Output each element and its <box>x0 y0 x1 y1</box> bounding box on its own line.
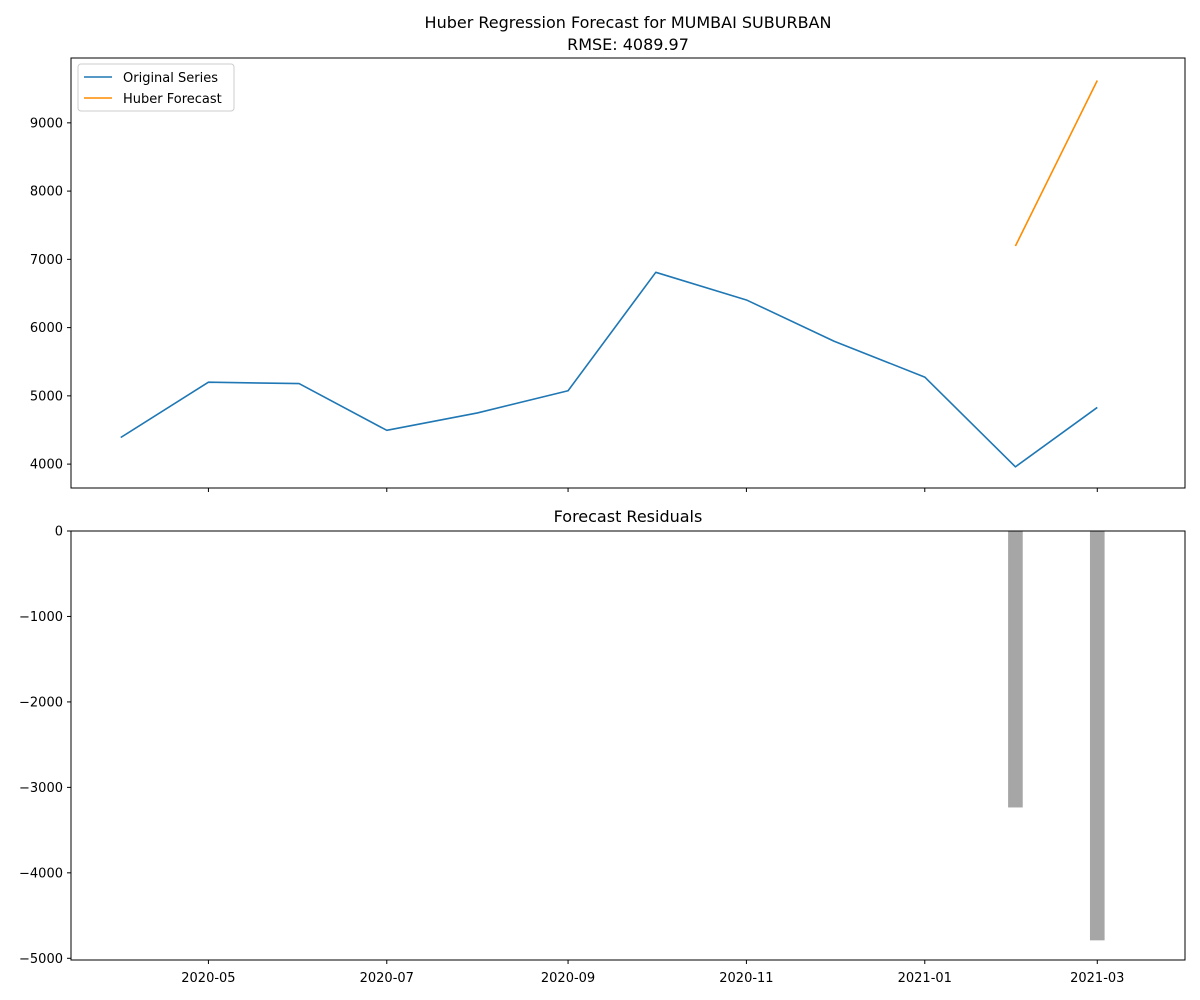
residuals-plot-area <box>1008 531 1105 941</box>
series-line-huber-forecast <box>1014 80 1098 247</box>
y-tick-label: 7000 <box>30 253 63 268</box>
x-tick-label: 2021-03 <box>1070 971 1124 986</box>
forecast-y-axis: 4000 5000 6000 7000 8000 9000 <box>30 116 71 473</box>
x-tick-label: 2021-01 <box>898 971 952 986</box>
y-tick-label: 8000 <box>30 185 63 200</box>
forecast-plot-area <box>120 80 1098 468</box>
legend-label-original-series: Original Series <box>123 71 218 86</box>
y-tick-label: −3000 <box>19 781 63 796</box>
y-tick-label: −1000 <box>19 610 63 625</box>
legend-label-huber-forecast: Huber Forecast <box>123 92 222 107</box>
residuals-x-axis: 2020-05 2020-07 2020-09 2020-11 2021-01 2021-… <box>181 960 1124 986</box>
forecast-x-axis <box>207 488 1098 492</box>
y-tick-label: −5000 <box>19 952 63 967</box>
y-tick-label: 5000 <box>30 389 63 404</box>
residuals-chart-title: Forecast Residuals <box>554 507 703 526</box>
x-tick-label: 2020-07 <box>360 971 414 986</box>
x-tick-label: 2020-05 <box>181 971 235 986</box>
x-tick-label: 2020-11 <box>719 971 773 986</box>
y-tick-label: 4000 <box>30 458 63 473</box>
legend: Original Series Huber Forecast <box>77 63 235 112</box>
y-tick-label: 0 <box>55 525 63 540</box>
residuals-panel: Forecast Residuals 0 −1000 −2000 −3000 −4000… <box>19 507 1186 986</box>
series-line-original-series <box>120 271 1098 468</box>
y-tick-label: −4000 <box>19 866 63 881</box>
forecast-axes-frame <box>70 57 1186 489</box>
x-tick-label: 2020-09 <box>541 971 595 986</box>
residual-bar <box>1008 531 1023 808</box>
forecast-panel: Huber Regression Forecast for MUMBAI SUB… <box>30 13 1186 492</box>
y-tick-label: 9000 <box>30 116 63 131</box>
forecast-chart-subtitle: RMSE: 4089.97 <box>567 35 689 54</box>
residuals-axes-frame <box>70 530 1186 961</box>
forecast-chart-title: Huber Regression Forecast for MUMBAI SUB… <box>425 13 832 32</box>
y-tick-label: −2000 <box>19 695 63 710</box>
residuals-y-axis: 0 −1000 −2000 −3000 −4000 −5000 <box>19 525 71 967</box>
legend-frame <box>77 63 235 112</box>
y-tick-label: 6000 <box>30 321 63 336</box>
residual-bar <box>1089 531 1105 941</box>
